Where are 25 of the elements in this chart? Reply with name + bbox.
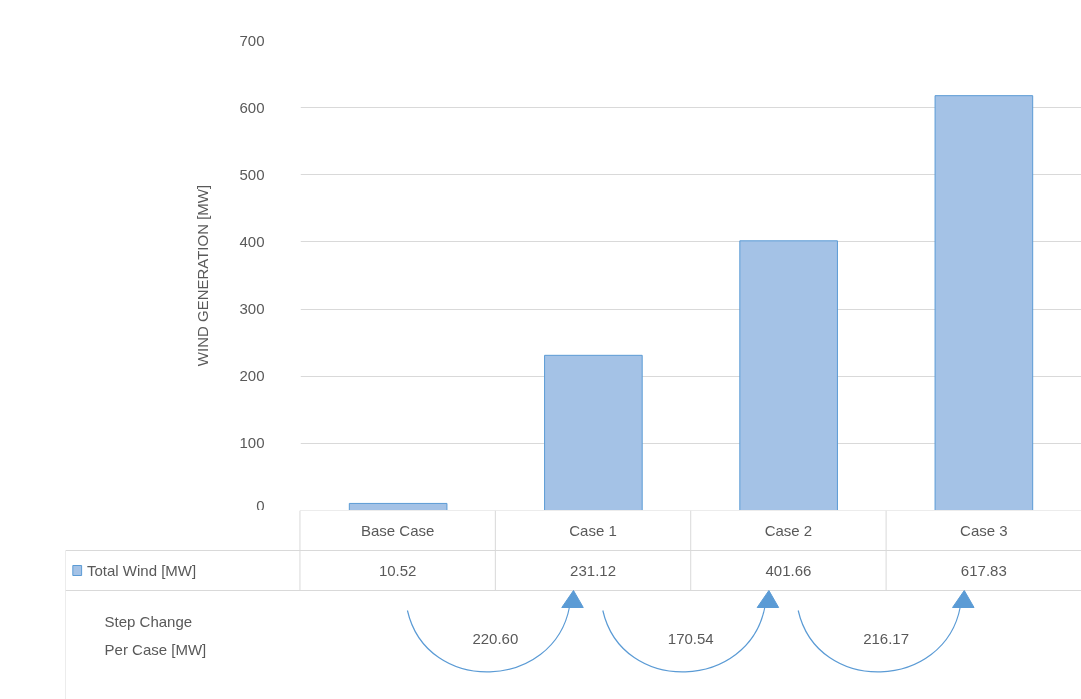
text: 220.60: [472, 629, 519, 647]
data-label: 617.83: [960, 561, 1007, 579]
y-tick-label: 500: [239, 165, 265, 183]
data-label: 231.12: [570, 561, 616, 579]
x-tick-label: Case 3: [960, 522, 1008, 539]
y-tick-label: 400: [239, 232, 265, 250]
text: 216.17: [863, 629, 910, 647]
x-tick-label: Case 2: [764, 522, 813, 539]
bar: [739, 240, 838, 510]
legend-label: Total Wind [MW]: [86, 562, 197, 579]
data-label: 401.66: [765, 561, 812, 579]
text: 170.54: [667, 629, 714, 647]
bar: [348, 502, 448, 510]
bar: [934, 95, 1034, 510]
x-tick-label: Base Case: [360, 522, 435, 539]
y-tick-label: 300: [239, 300, 265, 318]
x-tick-label: Case 1: [569, 522, 617, 539]
data-label: 10.52: [378, 561, 417, 579]
y-axis-title: WIND GENERATION [MW]: [194, 184, 212, 367]
y-tick-label: 0: [256, 496, 265, 514]
y-tick-label: 200: [239, 367, 265, 385]
text: Step Change Per Case [MW]: [104, 613, 207, 658]
y-tick-label: 700: [239, 31, 265, 49]
y-tick-label: 100: [239, 434, 265, 452]
y-tick-label: 600: [239, 98, 265, 116]
